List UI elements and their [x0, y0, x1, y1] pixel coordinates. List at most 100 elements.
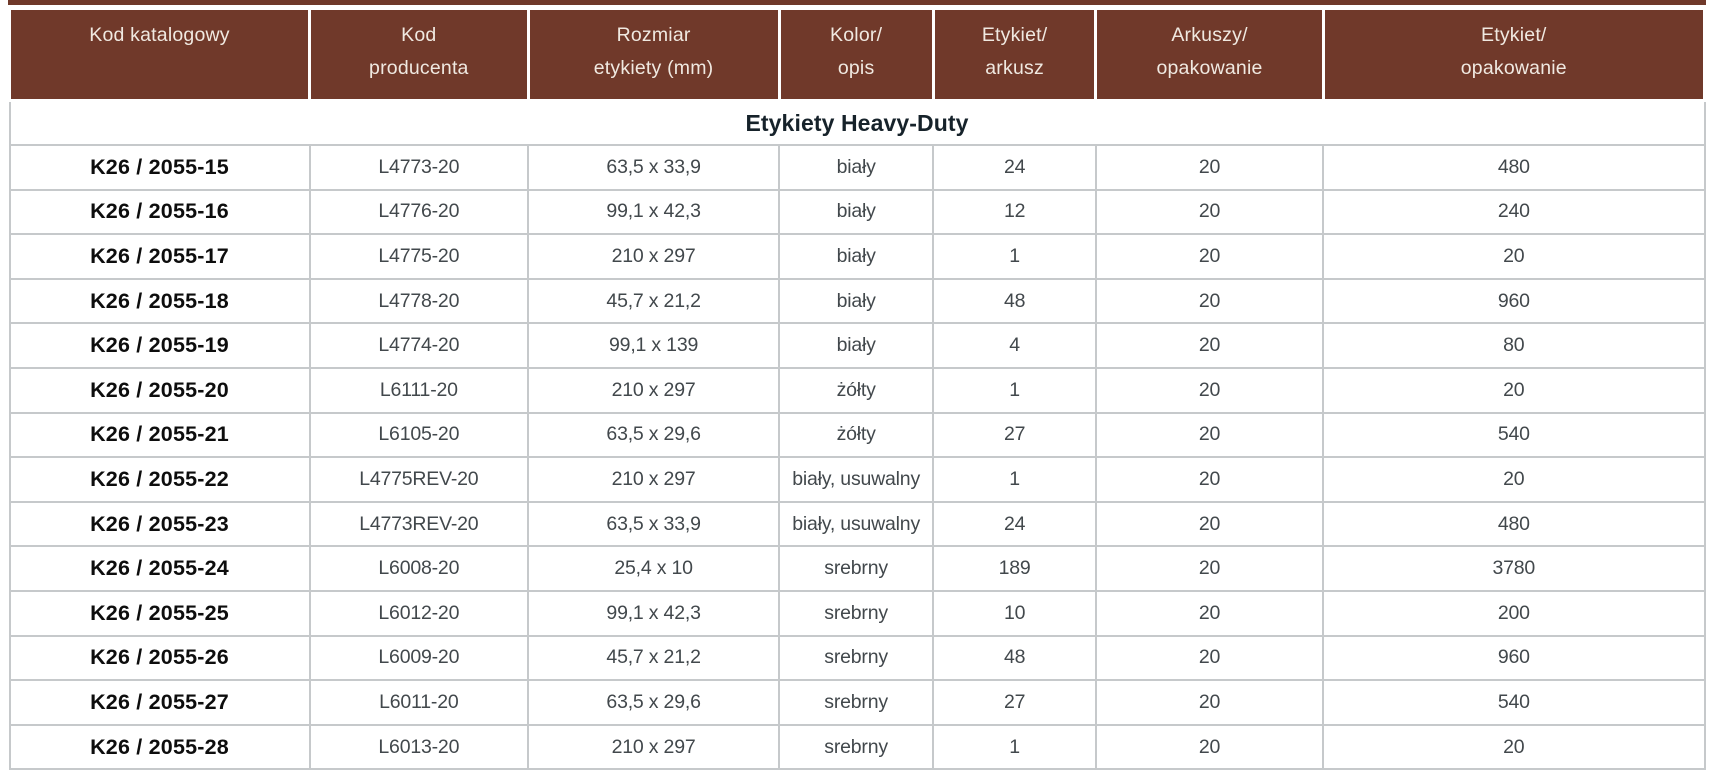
- cell-kod-katalogowy: K26 / 2055-24: [8, 545, 311, 592]
- cell-etykiet-arkusz: 24: [932, 500, 1097, 548]
- header-label: Arkuszy/: [1171, 24, 1248, 46]
- header-label: Rozmiar: [616, 24, 691, 46]
- header-label: arkusz: [985, 57, 1044, 79]
- cell-kolor-opis: biały, usuwalny: [777, 456, 935, 503]
- table-row: K26 / 2055-19 L4774-20 99,1 x 139 biały 4 20 8…: [8, 322, 1706, 369]
- cell-rozmiar-etykiety: 63,5 x 33,9: [527, 144, 780, 191]
- cell-kod-producenta: L4776-20: [308, 188, 530, 236]
- cell-kolor-opis: biały: [777, 188, 935, 236]
- cell-etykiet-opakowanie: 20: [1322, 366, 1706, 414]
- cell-etykiet-opakowanie: 540: [1322, 679, 1706, 726]
- cell-kod-katalogowy: K26 / 2055-17: [8, 233, 311, 280]
- cell-rozmiar-etykiety: 210 x 297: [527, 723, 780, 770]
- cell-etykiet-arkusz: 48: [932, 634, 1097, 682]
- cell-etykiet-arkusz: 12: [932, 188, 1097, 236]
- header-label: Kod katalogowy: [89, 24, 230, 46]
- cell-arkuszy-opakowanie: 20: [1094, 456, 1325, 503]
- header-label: Kolor/: [830, 24, 883, 46]
- table-row: K26 / 2055-15 L4773-20 63,5 x 33,9 biały 24 2…: [8, 144, 1706, 191]
- cell-kod-producenta: L4775REV-20: [308, 456, 530, 503]
- table-row: K26 / 2055-22 L4775REV-20 210 x 297 biały, …: [8, 456, 1706, 503]
- header-label: etykiety (mm): [593, 57, 714, 79]
- cell-kod-katalogowy: K26 / 2055-19: [8, 322, 311, 369]
- cell-etykiet-arkusz: 1: [932, 366, 1097, 414]
- table-row: K26 / 2055-16 L4776-20 99,1 x 42,3 biały 12 2…: [8, 188, 1706, 236]
- cell-kod-producenta: L6105-20: [308, 411, 530, 459]
- cell-arkuszy-opakowanie: 20: [1094, 679, 1325, 726]
- cell-kod-katalogowy: K26 / 2055-23: [8, 500, 311, 548]
- cell-kod-katalogowy: K26 / 2055-15: [8, 144, 311, 191]
- cell-rozmiar-etykiety: 210 x 297: [527, 233, 780, 280]
- cell-etykiet-arkusz: 27: [932, 679, 1097, 726]
- cell-kod-katalogowy: K26 / 2055-20: [8, 366, 311, 414]
- top-divider-strip: [8, 0, 1706, 5]
- cell-rozmiar-etykiety: 45,7 x 21,2: [527, 277, 780, 325]
- cell-rozmiar-etykiety: 63,5 x 29,6: [527, 411, 780, 459]
- cell-kod-producenta: L4778-20: [308, 277, 530, 325]
- cell-kod-producenta: L6012-20: [308, 589, 530, 637]
- cell-etykiet-opakowanie: 3780: [1322, 545, 1706, 592]
- header-label: opakowanie: [1460, 57, 1567, 79]
- cell-rozmiar-etykiety: 25,4 x 10: [527, 545, 780, 592]
- cell-kod-producenta: L6008-20: [308, 545, 530, 592]
- column-header-kolor-opis: Kolor/ opis: [777, 7, 935, 102]
- cell-etykiet-opakowanie: 20: [1322, 723, 1706, 770]
- cell-arkuszy-opakowanie: 20: [1094, 589, 1325, 637]
- cell-arkuszy-opakowanie: 20: [1094, 545, 1325, 592]
- column-header-rozmiar-etykiety: Rozmiar etykiety (mm): [526, 7, 781, 102]
- cell-etykiet-opakowanie: 480: [1322, 500, 1706, 548]
- cell-kod-katalogowy: K26 / 2055-26: [8, 634, 311, 682]
- cell-kolor-opis: srebrny: [777, 545, 935, 592]
- cell-arkuszy-opakowanie: 20: [1094, 723, 1325, 770]
- cell-kolor-opis: srebrny: [777, 589, 935, 637]
- cell-kod-producenta: L6013-20: [308, 723, 530, 770]
- cell-kod-producenta: L6011-20: [308, 679, 530, 726]
- cell-arkuszy-opakowanie: 20: [1094, 366, 1325, 414]
- product-table: Kod katalogowy Kod producenta Rozmiar et…: [8, 7, 1707, 770]
- cell-arkuszy-opakowanie: 20: [1094, 188, 1325, 236]
- cell-rozmiar-etykiety: 63,5 x 33,9: [527, 500, 780, 548]
- cell-kod-katalogowy: K26 / 2055-25: [8, 589, 311, 637]
- cell-rozmiar-etykiety: 63,5 x 29,6: [527, 679, 780, 726]
- header-label: opis: [837, 57, 875, 79]
- column-header-kod-producenta: Kod producenta: [308, 7, 530, 102]
- cell-kolor-opis: biały: [777, 277, 935, 325]
- cell-kod-producenta: L4773REV-20: [308, 500, 530, 548]
- cell-kolor-opis: srebrny: [777, 679, 935, 726]
- cell-kod-producenta: L4774-20: [308, 322, 530, 369]
- cell-kod-katalogowy: K26 / 2055-16: [8, 188, 311, 236]
- cell-etykiet-opakowanie: 960: [1322, 277, 1706, 325]
- section-title-body: Etykiety Heavy-Duty: [8, 99, 1706, 146]
- cell-etykiet-arkusz: 189: [932, 545, 1097, 592]
- table-row: K26 / 2055-24 L6008-20 25,4 x 10 srebrny 189…: [8, 545, 1706, 592]
- cell-rozmiar-etykiety: 210 x 297: [527, 366, 780, 414]
- table-row: K26 / 2055-23 L4773REV-20 63,5 x 33,9 biały…: [8, 500, 1706, 548]
- cell-arkuszy-opakowanie: 20: [1094, 500, 1325, 548]
- cell-kolor-opis: żółty: [777, 411, 935, 459]
- table-row: K26 / 2055-26 L6009-20 45,7 x 21,2 srebrny 4…: [8, 634, 1706, 682]
- cell-kod-katalogowy: K26 / 2055-28: [8, 723, 311, 770]
- cell-kod-producenta: L6009-20: [308, 634, 530, 682]
- section-title: Etykiety Heavy-Duty: [8, 99, 1706, 146]
- cell-etykiet-arkusz: 1: [932, 723, 1097, 770]
- cell-etykiet-opakowanie: 20: [1322, 456, 1706, 503]
- cell-kolor-opis: biały: [777, 322, 935, 369]
- cell-kolor-opis: srebrny: [777, 723, 935, 770]
- cell-kod-producenta: L6111-20: [308, 366, 530, 414]
- column-header-kod-katalogowy: Kod katalogowy: [8, 7, 311, 102]
- cell-kolor-opis: biały: [777, 233, 935, 280]
- cell-etykiet-opakowanie: 540: [1322, 411, 1706, 459]
- cell-arkuszy-opakowanie: 20: [1094, 144, 1325, 191]
- cell-etykiet-opakowanie: 200: [1322, 589, 1706, 637]
- cell-arkuszy-opakowanie: 20: [1094, 634, 1325, 682]
- cell-kolor-opis: żółty: [777, 366, 935, 414]
- cell-kod-producenta: L4773-20: [308, 144, 530, 191]
- cell-rozmiar-etykiety: 45,7 x 21,2: [527, 634, 780, 682]
- table-row: K26 / 2055-21 L6105-20 63,5 x 29,6 żółty 27 2…: [8, 411, 1706, 459]
- table-row: K26 / 2055-28 L6013-20 210 x 297 srebrny 1 20…: [8, 723, 1706, 770]
- header-label: Etykiet/: [1481, 24, 1547, 46]
- cell-etykiet-arkusz: 1: [932, 233, 1097, 280]
- table-header: Kod katalogowy Kod producenta Rozmiar et…: [8, 7, 1707, 102]
- table-row: K26 / 2055-17 L4775-20 210 x 297 biały 1 20 20: [8, 233, 1706, 280]
- cell-kod-katalogowy: K26 / 2055-21: [8, 411, 311, 459]
